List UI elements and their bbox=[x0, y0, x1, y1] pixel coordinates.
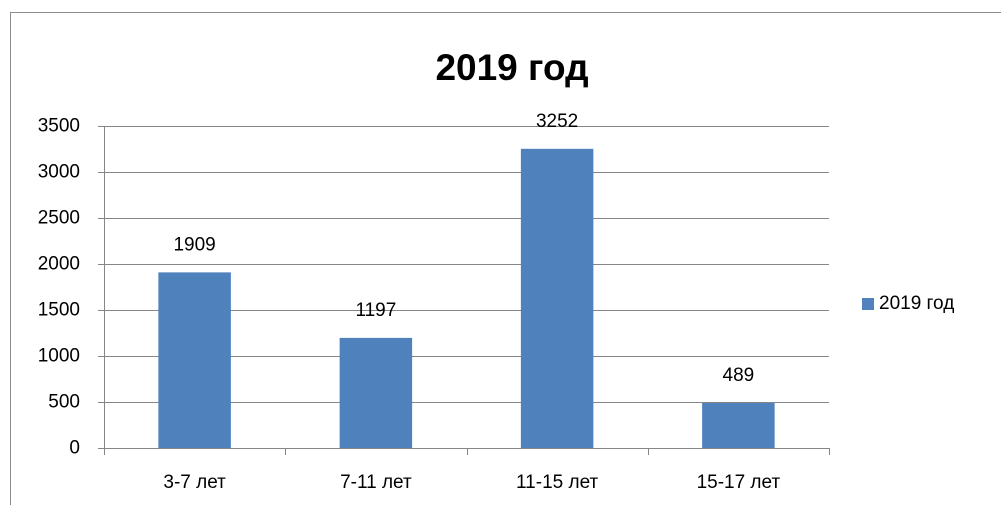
data-label: 3252 bbox=[536, 111, 578, 132]
y-tick-label: 2500 bbox=[38, 208, 80, 229]
y-tick-label: 0 bbox=[69, 438, 80, 459]
bar bbox=[158, 272, 231, 448]
data-label: 1909 bbox=[173, 234, 215, 255]
legend-swatch bbox=[862, 298, 874, 310]
x-tick-label: 7-11 лет bbox=[340, 472, 412, 493]
x-tick-label: 15-17 лет bbox=[697, 472, 781, 493]
y-tick-label: 1500 bbox=[38, 300, 80, 321]
y-tick-label: 3500 bbox=[38, 116, 80, 137]
legend-label: 2019 год bbox=[879, 293, 954, 314]
data-label: 1197 bbox=[355, 300, 396, 321]
chart-title: 2019 год bbox=[435, 47, 588, 88]
x-tick-label: 11-15 лет bbox=[516, 472, 598, 493]
y-tick-label: 2000 bbox=[38, 254, 80, 275]
y-tick-label: 1000 bbox=[38, 346, 80, 367]
bar bbox=[702, 403, 775, 448]
x-tick-label: 3-7 лет bbox=[163, 472, 226, 493]
bar bbox=[520, 148, 594, 449]
y-tick-label: 3000 bbox=[38, 162, 80, 183]
data-label: 489 bbox=[723, 365, 755, 386]
bar bbox=[339, 337, 413, 448]
y-tick-label: 500 bbox=[48, 392, 80, 413]
